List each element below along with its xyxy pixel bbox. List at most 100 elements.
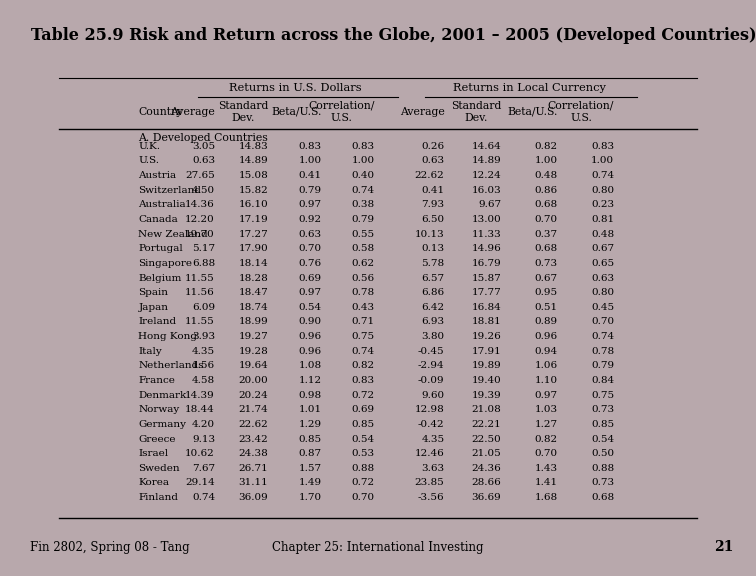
Text: 18.74: 18.74 [238,303,268,312]
Text: 0.41: 0.41 [299,171,321,180]
Text: 14.89: 14.89 [471,157,501,165]
Text: 19.26: 19.26 [471,332,501,341]
Text: 14.83: 14.83 [238,142,268,151]
Text: -2.94: -2.94 [418,361,445,370]
Text: 0.92: 0.92 [299,215,321,224]
Text: U.S.: U.S. [138,157,160,165]
Text: 0.72: 0.72 [352,391,375,400]
Text: 18.28: 18.28 [238,274,268,283]
Text: Beta/U.S.: Beta/U.S. [271,107,321,117]
Text: 21.08: 21.08 [471,406,501,414]
Text: 0.89: 0.89 [534,317,558,327]
Text: 1.41: 1.41 [534,479,558,487]
Text: Country: Country [138,107,183,117]
Text: Fin 2802, Spring 08 - Tang: Fin 2802, Spring 08 - Tang [30,541,190,554]
Text: 23.85: 23.85 [415,479,445,487]
Text: 0.80: 0.80 [591,185,614,195]
Text: 0.79: 0.79 [591,361,614,370]
Text: 0.97: 0.97 [299,200,321,209]
Text: 0.90: 0.90 [299,317,321,327]
Text: -0.09: -0.09 [418,376,445,385]
Text: 22.62: 22.62 [238,420,268,429]
Text: 0.79: 0.79 [299,185,321,195]
Text: France: France [138,376,175,385]
Text: 1.49: 1.49 [299,479,321,487]
Text: 28.66: 28.66 [471,479,501,487]
Text: 0.26: 0.26 [421,142,445,151]
Text: 0.54: 0.54 [591,434,614,444]
Text: 0.74: 0.74 [591,171,614,180]
Text: -0.42: -0.42 [418,420,445,429]
Text: 6.86: 6.86 [421,288,445,297]
Text: 18.14: 18.14 [238,259,268,268]
Text: 19.89: 19.89 [471,361,501,370]
Text: Spain: Spain [138,288,169,297]
Text: 0.97: 0.97 [299,288,321,297]
Text: 18.81: 18.81 [471,317,501,327]
Text: 5.78: 5.78 [421,259,445,268]
Text: 9.13: 9.13 [192,434,215,444]
Text: -3.56: -3.56 [418,493,445,502]
Text: 1.29: 1.29 [299,420,321,429]
Text: 0.74: 0.74 [192,493,215,502]
Text: Australia: Australia [138,200,186,209]
Text: 0.68: 0.68 [534,244,558,253]
Text: 16.84: 16.84 [471,303,501,312]
Text: 6.57: 6.57 [421,274,445,283]
Text: Returns in U.S. Dollars: Returns in U.S. Dollars [228,82,361,93]
Text: 0.70: 0.70 [534,449,558,458]
Text: 0.81: 0.81 [591,215,614,224]
Text: 0.45: 0.45 [591,303,614,312]
Text: 0.68: 0.68 [591,493,614,502]
Text: 4.20: 4.20 [192,420,215,429]
Text: Canada: Canada [138,215,178,224]
Text: 0.63: 0.63 [192,157,215,165]
Text: 1.01: 1.01 [299,406,321,414]
Text: 21.74: 21.74 [238,406,268,414]
Text: 9.67: 9.67 [478,200,501,209]
Text: 19.70: 19.70 [185,230,215,238]
Text: New Zealand: New Zealand [138,230,208,238]
Text: 0.73: 0.73 [591,479,614,487]
Text: 0.94: 0.94 [534,347,558,356]
Text: 0.62: 0.62 [352,259,375,268]
Text: 12.24: 12.24 [471,171,501,180]
Text: 0.23: 0.23 [591,200,614,209]
Text: 4.35: 4.35 [192,347,215,356]
Text: 22.62: 22.62 [415,171,445,180]
Text: 3.80: 3.80 [421,332,445,341]
Text: 0.51: 0.51 [534,303,558,312]
Text: 1.00: 1.00 [299,157,321,165]
Text: 0.73: 0.73 [591,406,614,414]
Text: 1.00: 1.00 [352,157,375,165]
Text: 0.69: 0.69 [352,406,375,414]
Text: 0.43: 0.43 [352,303,375,312]
Text: 0.70: 0.70 [352,493,375,502]
Text: 0.70: 0.70 [299,244,321,253]
Text: Standard
Dev.: Standard Dev. [218,101,268,123]
Text: 1.03: 1.03 [534,406,558,414]
Text: Beta/U.S.: Beta/U.S. [507,107,558,117]
Text: 0.63: 0.63 [591,274,614,283]
Text: 26.71: 26.71 [238,464,268,473]
Text: 11.55: 11.55 [185,274,215,283]
Text: 0.63: 0.63 [299,230,321,238]
Text: 17.77: 17.77 [471,288,501,297]
Text: 0.87: 0.87 [299,449,321,458]
Text: 19.64: 19.64 [238,361,268,370]
Text: U.K.: U.K. [138,142,160,151]
Text: 4.50: 4.50 [192,185,215,195]
Text: 6.09: 6.09 [192,303,215,312]
Text: 0.83: 0.83 [591,142,614,151]
Text: 16.10: 16.10 [238,200,268,209]
Text: 0.50: 0.50 [591,449,614,458]
Text: A. Developed Countries: A. Developed Countries [138,132,268,143]
Text: Switzerland: Switzerland [138,185,202,195]
Text: 0.97: 0.97 [534,391,558,400]
Text: 0.85: 0.85 [591,420,614,429]
Text: Hong Kong: Hong Kong [138,332,197,341]
Text: 0.72: 0.72 [352,479,375,487]
Text: 0.54: 0.54 [352,434,375,444]
Text: 0.83: 0.83 [352,376,375,385]
Text: 11.55: 11.55 [185,317,215,327]
